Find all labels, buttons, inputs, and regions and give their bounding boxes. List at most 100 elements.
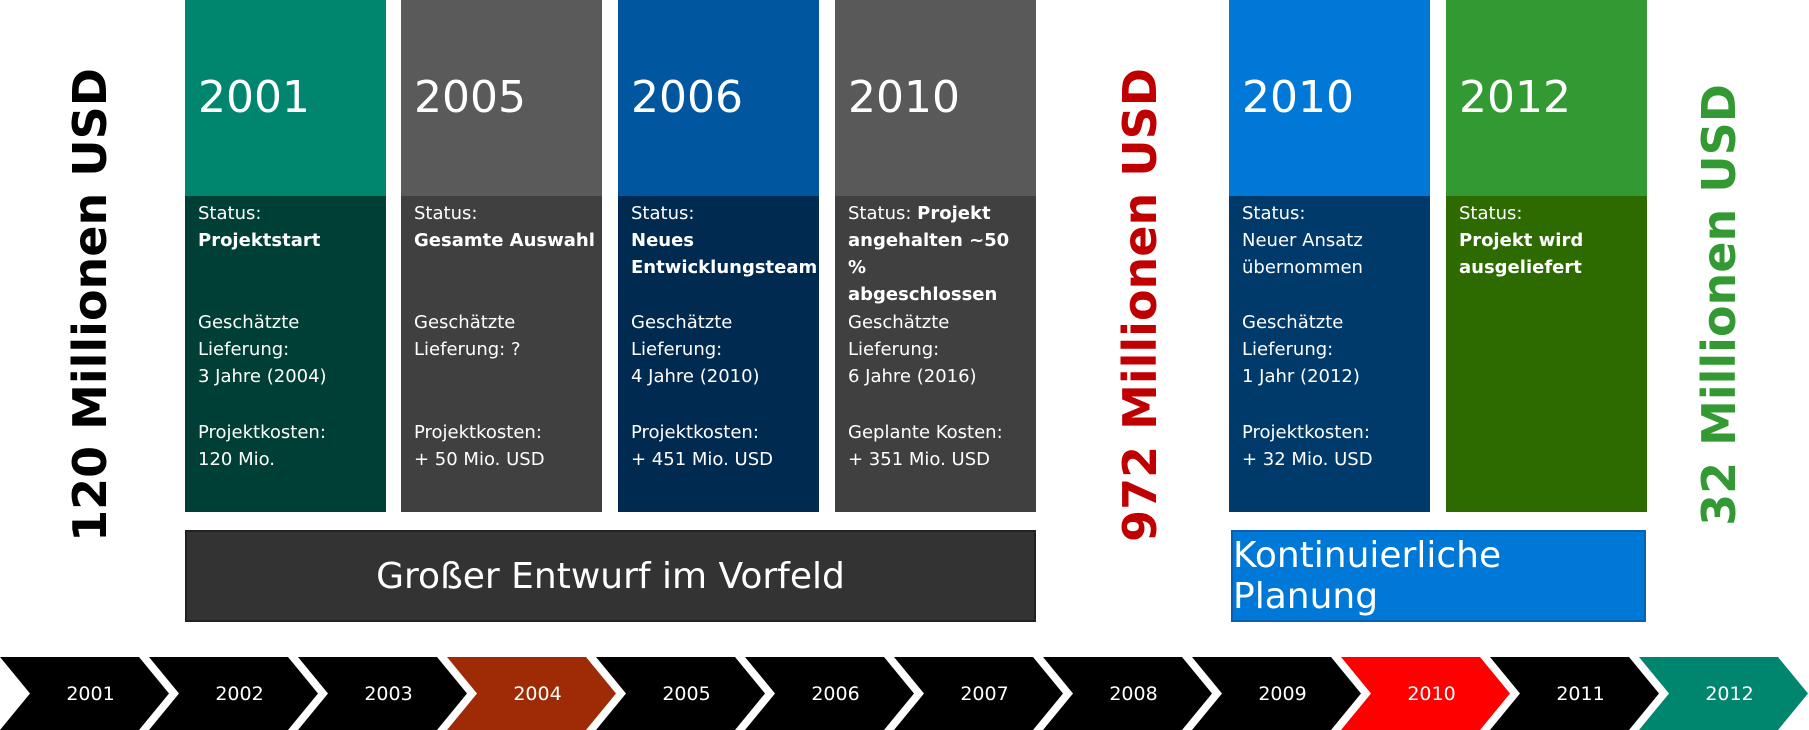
status-section: Status: Gesamte Auswahl — [414, 200, 596, 254]
timeline-arrow — [596, 657, 765, 730]
delivery-section: Geschätzte Lieferung: 6 Jahre (2016) — [848, 309, 1030, 390]
status-section: Status: Neuer Ansatz übernommen — [1242, 200, 1424, 281]
card-body: Status: Projekt angehalten ~50 % abgeschlo… — [835, 196, 1036, 512]
status-card: 2010 Status: Neuer Ansatz übernommen Geschät… — [1229, 0, 1430, 512]
delivery-text: Lieferung: ? — [414, 339, 521, 360]
card-year: 2006 — [631, 72, 743, 123]
timeline-arrow — [1043, 657, 1212, 730]
delivery-text: Lieferung: — [631, 339, 723, 360]
status-label: Status: — [198, 203, 262, 224]
timeline-arrow — [745, 657, 914, 730]
delivery-section: Geschätzte Lieferung: 4 Jahre (2010) — [631, 309, 813, 390]
timeline-arrow — [1341, 657, 1510, 730]
delivery-text: Lieferung: — [1242, 339, 1334, 360]
side-label: 32 Millionen USD — [1692, 84, 1746, 526]
timeline: 2001 2002 2003 2004 2005 2006 2007 2008 2009 2010… — [0, 657, 1808, 730]
delivery-section: Geschätzte Lieferung: 1 Jahr (2012) — [1242, 309, 1424, 390]
cost-section: Projektkosten: + 32 Mio. USD — [1242, 419, 1424, 473]
status-text: abgeschlossen — [848, 284, 998, 305]
status-text: übernommen — [1242, 257, 1363, 278]
timeline-year: 2012 — [1705, 683, 1753, 705]
delivery-text: 4 Jahre (2010) — [631, 366, 760, 387]
cost-section: Projektkosten: + 451 Mio. USD — [631, 419, 813, 473]
status-card: 2010 Status: Projekt angehalten ~50 % abges… — [835, 0, 1036, 512]
status-label: Status: — [414, 203, 478, 224]
delivery-section: Geschätzte Lieferung: 3 Jahre (2004) — [198, 309, 380, 390]
timeline-arrow — [1192, 657, 1361, 730]
cost-text: + 32 Mio. USD — [1242, 449, 1373, 470]
card-year: 2012 — [1459, 72, 1571, 123]
cost-text: + 351 Mio. USD — [848, 449, 991, 470]
timeline-year: 2004 — [513, 683, 561, 705]
timeline-year: 2001 — [66, 683, 114, 705]
cost-text: + 50 Mio. USD — [414, 449, 545, 470]
card-body: Status: Gesamte Auswahl Geschätzte Lieferun… — [401, 196, 602, 512]
status-card: 2001 Status: Projektstart Geschätzte Lieferu… — [185, 0, 386, 512]
timeline-year: 2007 — [960, 683, 1008, 705]
delivery-text: Geschätzte — [848, 312, 950, 333]
status-label: Status: — [848, 203, 912, 224]
timeline-arrow — [1490, 657, 1659, 730]
timeline-year: 2002 — [215, 683, 263, 705]
timeline-year: 2009 — [1258, 683, 1306, 705]
card-body: Status: Neues Entwicklungsteam Geschätzte Li… — [618, 196, 819, 512]
timeline-arrow — [1639, 657, 1808, 730]
delivery-text: Geschätzte — [1242, 312, 1344, 333]
timeline-year: 2006 — [811, 683, 859, 705]
status-section: Status: Projekt angehalten ~50 % abgeschlo… — [848, 200, 1030, 308]
delivery-text: Lieferung: — [198, 339, 290, 360]
status-label: Status: — [631, 203, 695, 224]
card-header: 2010 — [835, 0, 1036, 196]
card-header: 2012 — [1446, 0, 1647, 196]
delivery-text: Geschätzte — [414, 312, 516, 333]
card-body: Status: Projektstart Geschätzte Lieferung: 3… — [185, 196, 386, 512]
timeline-arrow — [149, 657, 318, 730]
cost-text: Projektkosten: — [198, 422, 326, 443]
cost-text: Geplante Kosten: — [848, 422, 1003, 443]
cost-section: Geplante Kosten: + 351 Mio. USD — [848, 419, 1030, 473]
status-card: 2005 Status: Gesamte Auswahl Geschätzte Lief… — [401, 0, 602, 512]
delivery-text: 6 Jahre (2016) — [848, 366, 977, 387]
phase-box: Kontinuierliche Planung — [1231, 530, 1646, 622]
status-text: Projekt — [917, 203, 991, 224]
side-label: 972 Millionen USD — [1113, 68, 1167, 542]
status-card: 2012 Status: Projekt wird ausgeliefert — [1446, 0, 1647, 512]
timeline-year: 2003 — [364, 683, 412, 705]
cost-section: Projektkosten: 120 Mio. — [198, 419, 380, 473]
delivery-text: Geschätzte — [631, 312, 733, 333]
card-year: 2010 — [1242, 72, 1354, 123]
delivery-text: 1 Jahr (2012) — [1242, 366, 1360, 387]
status-text: Neues — [631, 230, 695, 251]
card-header: 2010 — [1229, 0, 1430, 196]
status-text: Neuer Ansatz — [1242, 230, 1363, 251]
side-label: 120 Millionen USD — [63, 68, 117, 542]
phase-box: Großer Entwurf im Vorfeld — [185, 530, 1036, 622]
delivery-text: 3 Jahre (2004) — [198, 366, 327, 387]
status-label: Status: — [1459, 203, 1523, 224]
status-text: Gesamte Auswahl — [414, 230, 595, 251]
status-text: Entwicklungsteam — [631, 257, 818, 278]
cost-text: 120 Mio. — [198, 449, 276, 470]
status-text: ausgeliefert — [1459, 257, 1582, 278]
timeline-year: 2005 — [662, 683, 710, 705]
status-section: Status: Projektstart — [198, 200, 380, 254]
card-year: 2005 — [414, 72, 526, 123]
card-header: 2006 — [618, 0, 819, 196]
card-year: 2010 — [848, 72, 960, 123]
delivery-section: Geschätzte Lieferung: ? — [414, 309, 596, 363]
status-section: Status: Projekt wird ausgeliefert — [1459, 200, 1641, 281]
timeline-arrow — [894, 657, 1063, 730]
timeline-arrow — [447, 657, 616, 730]
cost-text: + 451 Mio. USD — [631, 449, 774, 470]
card-body: Status: Projekt wird ausgeliefert — [1446, 196, 1647, 512]
status-text: Projekt wird — [1459, 230, 1584, 251]
status-section: Status: Neues Entwicklungsteam — [631, 200, 818, 281]
card-year: 2001 — [198, 72, 310, 123]
card-body: Status: Neuer Ansatz übernommen Geschätzte L… — [1229, 196, 1430, 512]
delivery-text: Geschätzte — [198, 312, 300, 333]
cost-text: Projektkosten: — [414, 422, 542, 443]
timeline-arrow — [298, 657, 467, 730]
timeline-year: 2008 — [1109, 683, 1157, 705]
cost-section: Projektkosten: + 50 Mio. USD — [414, 419, 596, 473]
timeline-year: 2010 — [1407, 683, 1455, 705]
